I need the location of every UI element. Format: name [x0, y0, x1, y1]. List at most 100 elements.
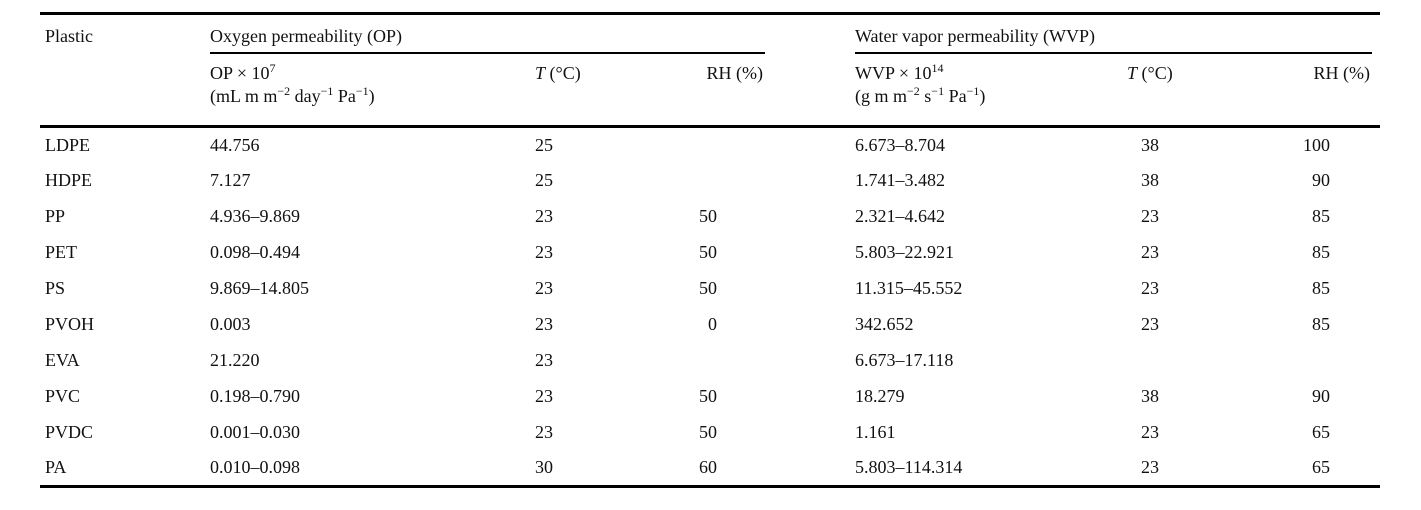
header-wvp-units: WVP × 1014 (g m m−2 s−1 Pa−1) [765, 54, 1127, 128]
cell-op-rh: 60 [650, 450, 765, 488]
cell-wvp-value: 2.321–4.642 [855, 206, 945, 226]
header-plastic: Plastic [40, 13, 210, 128]
cell-op-rh: 0 [708, 314, 717, 334]
cell-wvp-temp: 23 [1141, 422, 1159, 442]
cell-op-value: 0.198–0.790 [210, 386, 300, 406]
table-row: PVDC 0.001–0.030 23 50 1.161 23 65 [40, 414, 1380, 450]
table-row: HDPE 7.127 25 1.741–3.482 38 90 [40, 162, 1380, 198]
cell-wvp-value: 1.161 [855, 422, 896, 442]
cell-wvp-rh: 85 [1312, 278, 1330, 298]
cell-op-value: 0.003 [210, 314, 251, 334]
cell-op-temp: 23 [535, 386, 553, 406]
cell-wvp-rh: 90 [1312, 386, 1330, 406]
table-row: PA 0.010–0.098 30 60 5.803–114.314 23 65 [40, 450, 1380, 488]
cell-wvp-value: 18.279 [855, 386, 905, 406]
table-row: PP 4.936–9.869 23 50 2.321–4.642 23 85 [40, 198, 1380, 234]
cell-op-temp: 23 [535, 206, 553, 226]
cell-plastic: PP [45, 206, 66, 226]
cell-wvp-rh: 85 [1312, 242, 1330, 262]
cell-op-rh: 50 [699, 206, 717, 226]
cell-wvp-value: 6.673–8.704 [855, 134, 945, 155]
cell-wvp-temp: 23 [1141, 314, 1159, 334]
header-wvp-rh: RH (%) [1220, 54, 1380, 128]
cell-op-value: 9.869–14.805 [210, 278, 309, 298]
header-wvp-group-label: Water vapor permeability (WVP) [855, 15, 1372, 54]
header-wvp-unit-line: (g m m−2 s−1 Pa−1) [855, 84, 986, 106]
group-header-row: Plastic Oxygen permeability (OP) Water v… [40, 13, 1380, 128]
table-row: PET 0.098–0.494 23 50 5.803–22.921 23 85 [40, 234, 1380, 270]
header-op-group: Oxygen permeability (OP) [210, 14, 765, 54]
cell-plastic: PA [40, 450, 210, 488]
cell-op-temp: 23 [535, 350, 553, 370]
cell-plastic: PVOH [45, 314, 95, 334]
cell-plastic: HDPE [45, 170, 93, 190]
cell-op-value: 7.127 [210, 170, 251, 190]
cell-op-rh [650, 162, 765, 198]
header-op-unit-line: (mL m m−2 day−1 Pa−1) [210, 84, 375, 106]
table-row: PVOH 0.003 23 0 342.652 23 85 [40, 306, 1380, 342]
cell-op-temp: 25 [535, 134, 553, 155]
header-op-units: OP × 107 (mL m m−2 day−1 Pa−1) [210, 54, 535, 128]
sub-header-row: OP × 107 (mL m m−2 day−1 Pa−1) T (°C) RH… [40, 54, 1380, 128]
cell-wvp-temp: 23 [1141, 278, 1159, 298]
cell-op-rh [650, 342, 765, 378]
cell-op-value: 0.001–0.030 [210, 422, 300, 442]
cell-wvp-value: 342.652 [855, 314, 914, 334]
cell-wvp-temp [1127, 342, 1220, 378]
cell-wvp-rh: 90 [1312, 170, 1330, 190]
cell-wvp-value: 1.741–3.482 [855, 170, 945, 190]
cell-plastic: PS [45, 278, 66, 298]
cell-wvp-rh [1220, 342, 1380, 378]
cell-wvp-temp: 23 [1141, 242, 1159, 262]
cell-op-temp: 23 [535, 314, 553, 334]
cell-op-value: 4.936–9.869 [210, 206, 300, 226]
cell-plastic: LDPE [45, 134, 90, 155]
cell-op-temp: 23 [535, 278, 553, 298]
header-op-rh: RH (%) [650, 54, 765, 128]
cell-wvp-temp: 38 [1141, 386, 1159, 406]
cell-op-value: 0.010–0.098 [210, 450, 535, 488]
cell-wvp-value: 11.315–45.552 [855, 278, 963, 298]
cell-wvp-value: 5.803–22.921 [855, 242, 954, 262]
table-row: LDPE 44.756 25 6.673–8.704 38 100 [40, 126, 1380, 162]
cell-wvp-rh: 85 [1312, 206, 1330, 226]
header-op-group-label: Oxygen permeability (OP) [210, 15, 765, 54]
cell-op-rh: 50 [699, 422, 717, 442]
cell-wvp-value: 6.673–17.118 [855, 350, 954, 370]
cell-wvp-value: 5.803–114.314 [765, 450, 1127, 488]
cell-op-value: 44.756 [210, 134, 260, 155]
cell-wvp-temp: 23 [1141, 206, 1159, 226]
cell-op-temp: 25 [535, 170, 553, 190]
cell-op-rh: 50 [699, 242, 717, 262]
cell-plastic: PET [45, 242, 78, 262]
cell-op-rh [650, 126, 765, 162]
header-op-symbol: OP × 107 [210, 61, 276, 83]
cell-plastic: PVC [45, 386, 81, 406]
cell-wvp-rh: 100 [1303, 134, 1330, 155]
table-row: EVA 21.220 23 6.673–17.118 [40, 342, 1380, 378]
table-body: LDPE 44.756 25 6.673–8.704 38 100 HDPE 7.127 25 1… [40, 126, 1380, 488]
cell-wvp-temp: 38 [1141, 134, 1159, 155]
cell-op-rh: 50 [699, 386, 717, 406]
cell-op-value: 21.220 [210, 350, 260, 370]
cell-op-value: 0.098–0.494 [210, 242, 300, 262]
header-wvp-group: Water vapor permeability (WVP) [765, 14, 1380, 54]
cell-op-rh: 50 [699, 278, 717, 298]
cell-wvp-temp: 23 [1127, 450, 1220, 488]
cell-wvp-temp: 38 [1141, 170, 1159, 190]
cell-wvp-rh: 85 [1312, 314, 1330, 334]
cell-wvp-rh: 65 [1220, 450, 1380, 488]
header-op-temp: T (°C) [535, 54, 650, 128]
cell-plastic: EVA [45, 350, 80, 370]
cell-wvp-rh: 65 [1312, 422, 1330, 442]
cell-op-temp: 23 [535, 422, 553, 442]
cell-plastic: PVDC [45, 422, 94, 442]
cell-op-temp: 30 [535, 450, 650, 488]
header-wvp-temp: T (°C) [1127, 54, 1220, 128]
header-wvp-symbol: WVP × 1014 [855, 61, 944, 83]
permeability-table: Plastic Oxygen permeability (OP) Water v… [40, 12, 1380, 488]
cell-op-temp: 23 [535, 242, 553, 262]
table-row: PS 9.869–14.805 23 50 11.315–45.552 23 85 [40, 270, 1380, 306]
table-row: PVC 0.198–0.790 23 50 18.279 38 90 [40, 378, 1380, 414]
